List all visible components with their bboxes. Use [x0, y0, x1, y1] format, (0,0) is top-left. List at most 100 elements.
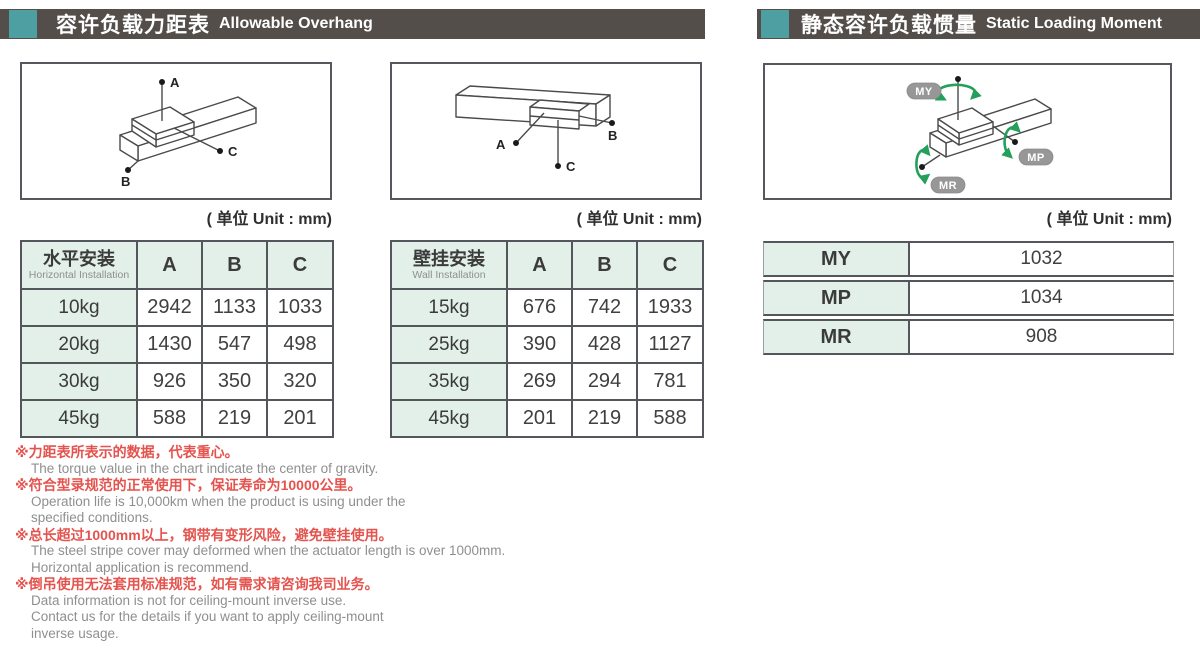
point-label-a: A: [170, 75, 180, 90]
point-a-dot: [159, 79, 165, 85]
diagram-static-moment: MY MP MR: [763, 63, 1172, 200]
table-row: 45kg 588 219 201: [20, 399, 334, 438]
point-c-dot: [217, 148, 223, 154]
value-cell: 742: [571, 288, 638, 327]
table-row: 20kg 1430 547 498: [20, 325, 334, 364]
table-row: MR 908: [763, 319, 1174, 355]
table-row: MY 1032: [763, 241, 1174, 277]
moment-badge-my-label: MY: [915, 86, 933, 98]
moment-value-cell: 1032: [910, 241, 1174, 277]
unit-label: ( 单位 Unit : mm): [206, 211, 332, 228]
footnote-line: The steel stripe cover may deformed when…: [31, 543, 506, 558]
value-cell: 350: [201, 362, 268, 401]
footnotes-block: ※力距表所表示的数据，代表重心。 The torque value in the…: [15, 444, 675, 642]
moment-label-cell: MY: [763, 241, 910, 277]
column-header-b: B: [571, 240, 638, 290]
section-title-zh: 容许负载力距表: [56, 14, 210, 37]
installation-type-header: 水平安装 Horizontal Installation: [20, 240, 138, 290]
moment-label-cell: MR: [763, 319, 910, 355]
axis-dot-mp: [1012, 139, 1018, 145]
section-title-en: Static Loading Moment: [986, 15, 1162, 32]
rotation-arrow-mr-icon: [915, 144, 931, 185]
table-row: 15kg 676 742 1933: [390, 288, 704, 327]
value-cell: 269: [506, 362, 573, 401]
installation-type-zh: 壁挂安装: [413, 249, 485, 269]
footnote-line: Data information is not for ceiling-moun…: [31, 592, 347, 608]
point-label-c: C: [566, 159, 576, 174]
value-cell: 219: [201, 399, 268, 438]
value-cell: 676: [506, 288, 573, 327]
column-header-c: C: [636, 240, 704, 290]
value-cell: 2942: [136, 288, 203, 327]
horizontal-installation-table: 水平安装 Horizontal Installation A B C 10kg …: [20, 240, 334, 438]
load-cell: 25kg: [390, 325, 508, 364]
value-cell: 294: [571, 362, 638, 401]
point-b-dot: [125, 167, 131, 173]
footnote-line: ※力距表所表示的数据，代表重心。: [15, 444, 239, 460]
moment-badge-mr: [930, 176, 966, 194]
static-moment-table: MY 1032 MP 1034 MR 908: [763, 238, 1174, 358]
footnote-line: Operation life is 10,000km when the prod…: [31, 493, 406, 509]
table-row: MP 1034: [763, 280, 1174, 316]
table-row: 30kg 926 350 320: [20, 362, 334, 401]
footnote-line: specified conditions.: [31, 510, 153, 525]
value-cell: 547: [201, 325, 268, 364]
moment-axes-drawing: MY MP MR: [906, 76, 1054, 194]
load-cell: 20kg: [20, 325, 138, 364]
load-cell: 30kg: [20, 362, 138, 401]
point-label-a: A: [496, 137, 506, 152]
value-cell: 1933: [636, 288, 704, 327]
value-cell: 498: [266, 325, 334, 364]
point-label-b: B: [121, 174, 130, 189]
value-cell: 201: [266, 399, 334, 438]
moment-badge-mr-label: MR: [939, 180, 957, 192]
actuator-isometric-drawing: A B C: [455, 85, 617, 174]
point-c-dot: [555, 163, 561, 169]
wall-installation-table: 壁挂安装 Wall Installation A B C 15kg 676 74…: [390, 240, 704, 438]
footnote-line: Horizontal application is recommend.: [31, 559, 253, 575]
value-cell: 428: [571, 325, 638, 364]
footnote-line: Contact us for the details if you want t…: [31, 609, 384, 624]
moment-value-cell: 908: [910, 319, 1174, 355]
rotation-arrow-my-icon: [934, 83, 982, 101]
actuator-isometric-drawing: A B C: [119, 75, 257, 189]
unit-label: ( 单位 Unit : mm): [1046, 211, 1172, 228]
load-cell: 35kg: [390, 362, 508, 401]
installation-type-header: 壁挂安装 Wall Installation: [390, 240, 508, 290]
installation-type-en: Horizontal Installation: [28, 269, 130, 281]
value-cell: 1133: [201, 288, 268, 327]
point-label-b: B: [608, 128, 617, 143]
table-row: 35kg 269 294 781: [390, 362, 704, 401]
installation-type-zh: 水平安装: [43, 249, 115, 269]
table-header-row: 壁挂安装 Wall Installation A B C: [390, 240, 704, 290]
rotation-arrow-mp-icon: [1001, 121, 1021, 159]
accent-square-icon: [761, 10, 789, 38]
moment-badge-mp-label: MP: [1027, 152, 1045, 164]
footnote-line: ※总长超过1000mm以上，钢带有变形风险，避免壁挂使用。: [15, 526, 393, 543]
value-cell: 390: [506, 325, 573, 364]
column-header-a: A: [506, 240, 573, 290]
value-cell: 201: [506, 399, 573, 438]
slider-block: [937, 107, 994, 146]
column-header-b: B: [201, 240, 268, 290]
section-title-en: Allowable Overhang: [219, 15, 373, 32]
value-cell: 781: [636, 362, 704, 401]
table-row: 10kg 2942 1133 1033: [20, 288, 334, 327]
section-header-static-loading-moment: 静态容许负载惯量 Static Loading Moment: [757, 9, 1200, 39]
moment-value-cell: 1034: [910, 280, 1174, 316]
footnote-line: inverse usage.: [31, 625, 119, 641]
diagram-horizontal-installation: A B C: [20, 62, 332, 200]
table-header-row: 水平安装 Horizontal Installation A B C: [20, 240, 334, 290]
table-row: 25kg 390 428 1127: [390, 325, 704, 364]
footnote-line: ※符合型录规范的正常使用下，保证寿命为10000公里。: [15, 477, 362, 493]
moment-badge-mp: [1018, 148, 1054, 166]
load-cell: 10kg: [20, 288, 138, 327]
column-header-c: C: [266, 240, 334, 290]
axis-dot-my: [955, 76, 961, 82]
section-header-allowable-overhang: 容许负载力距表 Allowable Overhang: [0, 9, 705, 39]
point-a-dot: [513, 140, 519, 146]
point-label-c: C: [228, 144, 238, 159]
value-cell: 1127: [636, 325, 704, 364]
value-cell: 1033: [266, 288, 334, 327]
column-header-a: A: [136, 240, 203, 290]
